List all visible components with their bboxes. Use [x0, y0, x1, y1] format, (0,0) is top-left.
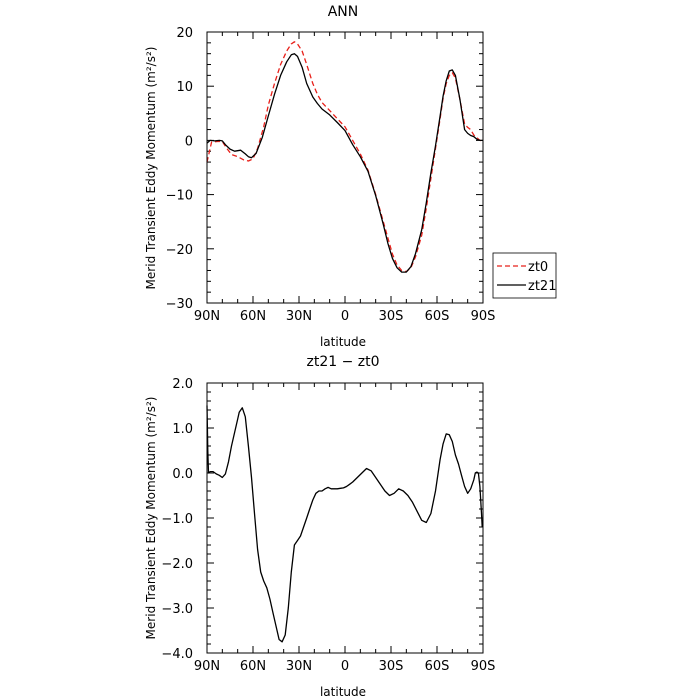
legend-label-zt0: zt0 — [528, 260, 548, 275]
y-tick-label: −20 — [166, 243, 193, 258]
y-tick-label: −10 — [166, 189, 193, 204]
x-tick-label: 0 — [341, 659, 349, 674]
x-tick-label: 30N — [286, 659, 312, 674]
x-tick-label: 90S — [471, 309, 496, 324]
series-lines — [206, 405, 483, 643]
legend-label-zt21: zt21 — [528, 279, 556, 294]
series-line-zt21 — [206, 53, 483, 273]
series-line-difference — [206, 405, 483, 643]
y-tick-label: −3.0 — [161, 602, 193, 617]
y-tick-label: 1.0 — [172, 422, 193, 437]
tick-labels: 90N 60N 30N 0 30S 60S 90S −4.0 −3.0 −2.0 −1.0 0.0 1.… — [161, 377, 495, 674]
x-axis-label: latitude — [320, 685, 366, 699]
y-tick-label: −2.0 — [161, 557, 193, 572]
y-tick-label: 0 — [185, 134, 193, 149]
y-tick-label: 0.0 — [172, 467, 193, 482]
chart-title: zt21 − zt0 — [306, 354, 379, 370]
panel-difference: zt21 − zt0 Merid Transient Eddy Momentum… — [144, 354, 495, 699]
y-tick-label: −1.0 — [161, 512, 193, 527]
x-tick-label: 30S — [379, 309, 404, 324]
x-tick-label: 60N — [240, 309, 266, 324]
x-tick-label: 60N — [240, 659, 266, 674]
y-axis-label: Merid Transient Eddy Momentum (m²/s²) — [144, 47, 158, 290]
x-tick-label: 60S — [425, 309, 450, 324]
legend-box — [492, 252, 557, 299]
x-tick-label: 30S — [379, 659, 404, 674]
x-tick-label: 60S — [425, 659, 450, 674]
panel-ann: ANN Merid Transient Eddy Momentum (m²/s²… — [144, 4, 495, 349]
x-tick-label: 0 — [341, 309, 349, 324]
y-tick-label: 10 — [176, 80, 193, 95]
series-lines — [206, 41, 484, 273]
tick-labels: 90N 60N 30N 0 30S 60S 90S −30 −20 −10 0 10 20 — [166, 26, 496, 324]
axis-ticks — [206, 31, 484, 304]
y-tick-label: 2.0 — [172, 377, 193, 392]
legend: zt0 zt21 — [492, 252, 557, 299]
x-tick-label: 90S — [471, 659, 496, 674]
x-tick-label: 30N — [286, 309, 312, 324]
y-tick-label: 20 — [176, 26, 193, 41]
plot-frame — [206, 382, 484, 654]
axis-ticks — [206, 382, 484, 654]
plot-frame — [206, 31, 484, 304]
x-tick-label: 90N — [194, 659, 220, 674]
y-tick-label: −30 — [166, 297, 193, 312]
x-tick-label: 90N — [194, 309, 220, 324]
chart-title: ANN — [328, 4, 359, 20]
x-axis-label: latitude — [320, 335, 366, 349]
y-tick-label: −4.0 — [161, 647, 193, 662]
y-axis-label: Merid Transient Eddy Momentum (m²/s²) — [144, 397, 158, 640]
